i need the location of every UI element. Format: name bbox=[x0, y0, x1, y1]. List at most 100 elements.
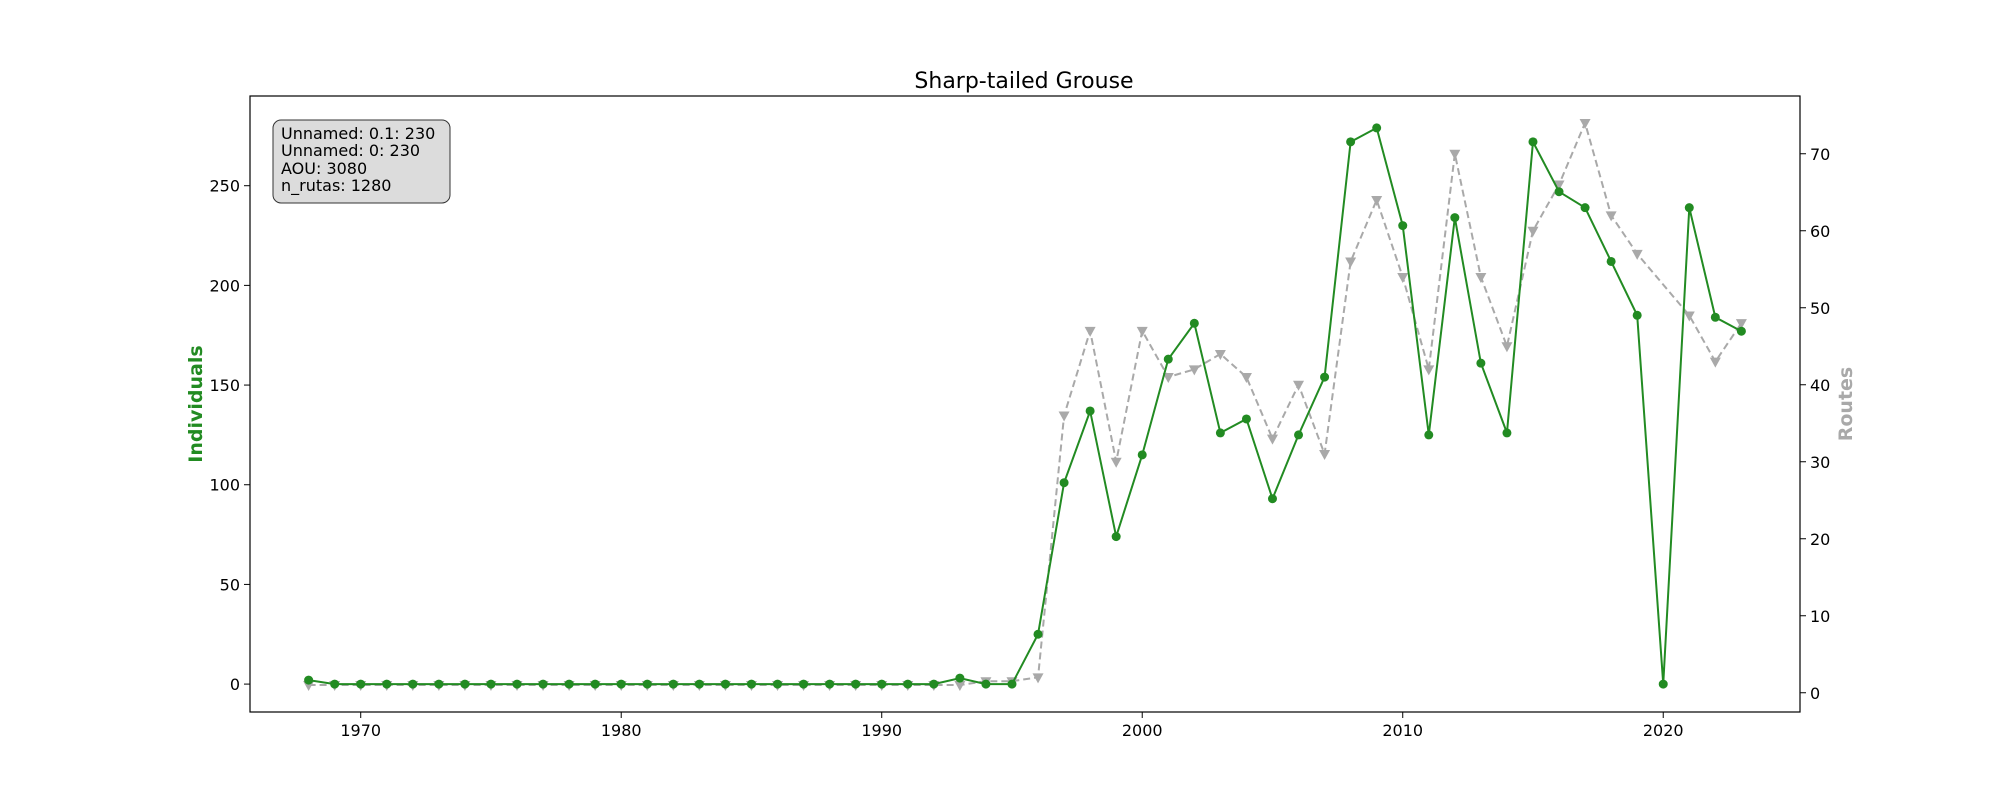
routes-point bbox=[1293, 380, 1305, 391]
x-tick-label: 1990 bbox=[861, 721, 902, 740]
chart-title: Sharp-tailed Grouse bbox=[914, 69, 1133, 94]
individuals-point bbox=[1632, 310, 1642, 320]
plot-frame bbox=[249, 95, 1801, 713]
individuals-point bbox=[1137, 450, 1147, 460]
y-right-tick-label: 10 bbox=[1810, 607, 1830, 626]
individuals-point bbox=[694, 679, 704, 689]
individuals-point bbox=[1294, 430, 1304, 440]
individuals-point bbox=[1033, 629, 1043, 639]
routes-point bbox=[1501, 342, 1513, 353]
individuals-point bbox=[1346, 137, 1356, 147]
individuals-point bbox=[851, 679, 861, 689]
individuals-point bbox=[538, 679, 548, 689]
individuals-point bbox=[720, 679, 730, 689]
individuals-point bbox=[1007, 679, 1017, 689]
y-left-tick-label: 0 bbox=[230, 675, 240, 694]
series-layer bbox=[303, 118, 1747, 692]
individuals-point bbox=[1398, 221, 1408, 231]
individuals-point bbox=[434, 679, 444, 689]
routes-point bbox=[1553, 180, 1565, 191]
routes-point bbox=[1709, 357, 1721, 368]
y-right-tick-label: 60 bbox=[1810, 222, 1830, 241]
individuals-point bbox=[825, 679, 835, 689]
info-line-unnamed-0: Unnamed: 0: 230 bbox=[281, 141, 420, 160]
individuals-point bbox=[1736, 326, 1746, 336]
individuals-point bbox=[1372, 123, 1382, 133]
individuals-point bbox=[981, 679, 991, 689]
routes-point bbox=[1631, 249, 1643, 260]
y-right-tick-label: 40 bbox=[1810, 376, 1830, 395]
individuals-point bbox=[929, 679, 939, 689]
routes-point bbox=[1240, 373, 1252, 384]
individuals-point bbox=[1163, 354, 1173, 364]
routes-point bbox=[1449, 149, 1461, 160]
routes-point bbox=[1188, 365, 1200, 376]
routes-point bbox=[1605, 211, 1617, 222]
y-right-tick-label: 0 bbox=[1810, 684, 1820, 703]
individuals-point bbox=[382, 679, 392, 689]
individuals-point bbox=[1658, 679, 1668, 689]
individuals-point bbox=[1424, 430, 1434, 440]
y-left-tick-label: 100 bbox=[209, 476, 240, 495]
routes-point bbox=[1032, 673, 1044, 684]
routes-point bbox=[1683, 311, 1695, 322]
individuals-point bbox=[356, 679, 366, 689]
individuals-point bbox=[1267, 494, 1277, 504]
individuals-point bbox=[564, 679, 574, 689]
routes-point bbox=[1058, 411, 1070, 422]
individuals-point bbox=[773, 679, 783, 689]
y-right-tick-label: 20 bbox=[1810, 530, 1830, 549]
routes-point bbox=[1110, 457, 1122, 468]
individuals-point bbox=[642, 679, 652, 689]
axes-layer: 1970 1980 1990 2000 2010 20200501001502002500… bbox=[209, 145, 1830, 740]
x-tick-label: 2000 bbox=[1122, 721, 1163, 740]
individuals-point bbox=[1320, 372, 1330, 382]
individuals-point bbox=[1241, 414, 1251, 424]
individuals-point bbox=[668, 679, 678, 689]
routes-point bbox=[1371, 195, 1383, 206]
routes-point bbox=[1527, 226, 1539, 237]
individuals-point bbox=[799, 679, 809, 689]
routes-point bbox=[1423, 365, 1435, 376]
individuals-point bbox=[1502, 428, 1512, 438]
individuals-point bbox=[1554, 187, 1564, 197]
individuals-point bbox=[1580, 203, 1590, 213]
info-line-n-rutas: n_rutas: 1280 bbox=[281, 176, 391, 196]
individuals-point bbox=[1189, 318, 1199, 328]
y-right-tick-label: 50 bbox=[1810, 299, 1830, 318]
individuals-point bbox=[1684, 203, 1694, 213]
y-right-tick-label: 30 bbox=[1810, 453, 1830, 472]
x-tick-label: 1980 bbox=[601, 721, 642, 740]
individuals-point bbox=[330, 679, 340, 689]
individuals-line bbox=[308, 126, 1742, 686]
info-line-unnamed-0-1: Unnamed: 0.1: 230 bbox=[281, 124, 435, 143]
individuals-point bbox=[1059, 478, 1069, 488]
routes-point bbox=[1084, 326, 1096, 337]
routes-point bbox=[1475, 272, 1487, 283]
y-axis-label-right: Routes bbox=[1835, 367, 1857, 442]
info-box-background bbox=[272, 119, 451, 204]
individuals-point bbox=[1450, 213, 1460, 223]
individuals-point bbox=[460, 679, 470, 689]
info-box: Unnamed: 0.1: 230 Unnamed: 0: 230 AOU: 3… bbox=[272, 119, 451, 204]
routes-point bbox=[954, 681, 966, 692]
x-tick-label: 2010 bbox=[1382, 721, 1423, 740]
routes-point bbox=[1162, 373, 1174, 384]
routes-point bbox=[1345, 257, 1357, 268]
routes-point bbox=[1735, 319, 1747, 330]
routes-point bbox=[1136, 326, 1148, 337]
routes-point bbox=[1266, 434, 1278, 445]
x-tick-label: 1970 bbox=[340, 721, 381, 740]
individuals-point bbox=[1476, 358, 1486, 368]
individuals-point bbox=[1111, 532, 1121, 542]
individuals-point bbox=[903, 679, 913, 689]
routes-point bbox=[1579, 118, 1591, 129]
routes-point bbox=[1319, 450, 1331, 461]
y-left-tick-label: 50 bbox=[220, 575, 240, 594]
individuals-point bbox=[408, 679, 418, 689]
y-left-tick-label: 250 bbox=[209, 177, 240, 196]
y-left-tick-label: 200 bbox=[209, 276, 240, 295]
individuals-point bbox=[304, 675, 314, 685]
